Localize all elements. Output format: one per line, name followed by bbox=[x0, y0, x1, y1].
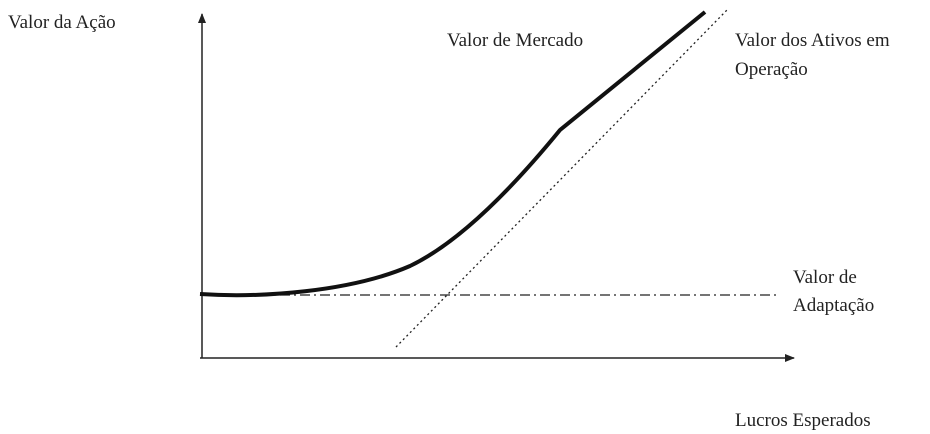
market-value-label: Valor de Mercado bbox=[447, 30, 583, 51]
operating-assets-label: Valor dos Ativos em bbox=[735, 30, 890, 51]
operating-assets-label: Operação bbox=[735, 59, 808, 80]
operating-assets-line bbox=[395, 9, 728, 348]
market-value-curve bbox=[199, 10, 707, 298]
x-axis-label: Lucros Esperados bbox=[735, 410, 871, 431]
adaptation-label: Adaptação bbox=[793, 295, 874, 316]
adaptation-label: Valor de bbox=[793, 267, 857, 288]
y-axis-label: Valor da Ação bbox=[8, 12, 116, 33]
